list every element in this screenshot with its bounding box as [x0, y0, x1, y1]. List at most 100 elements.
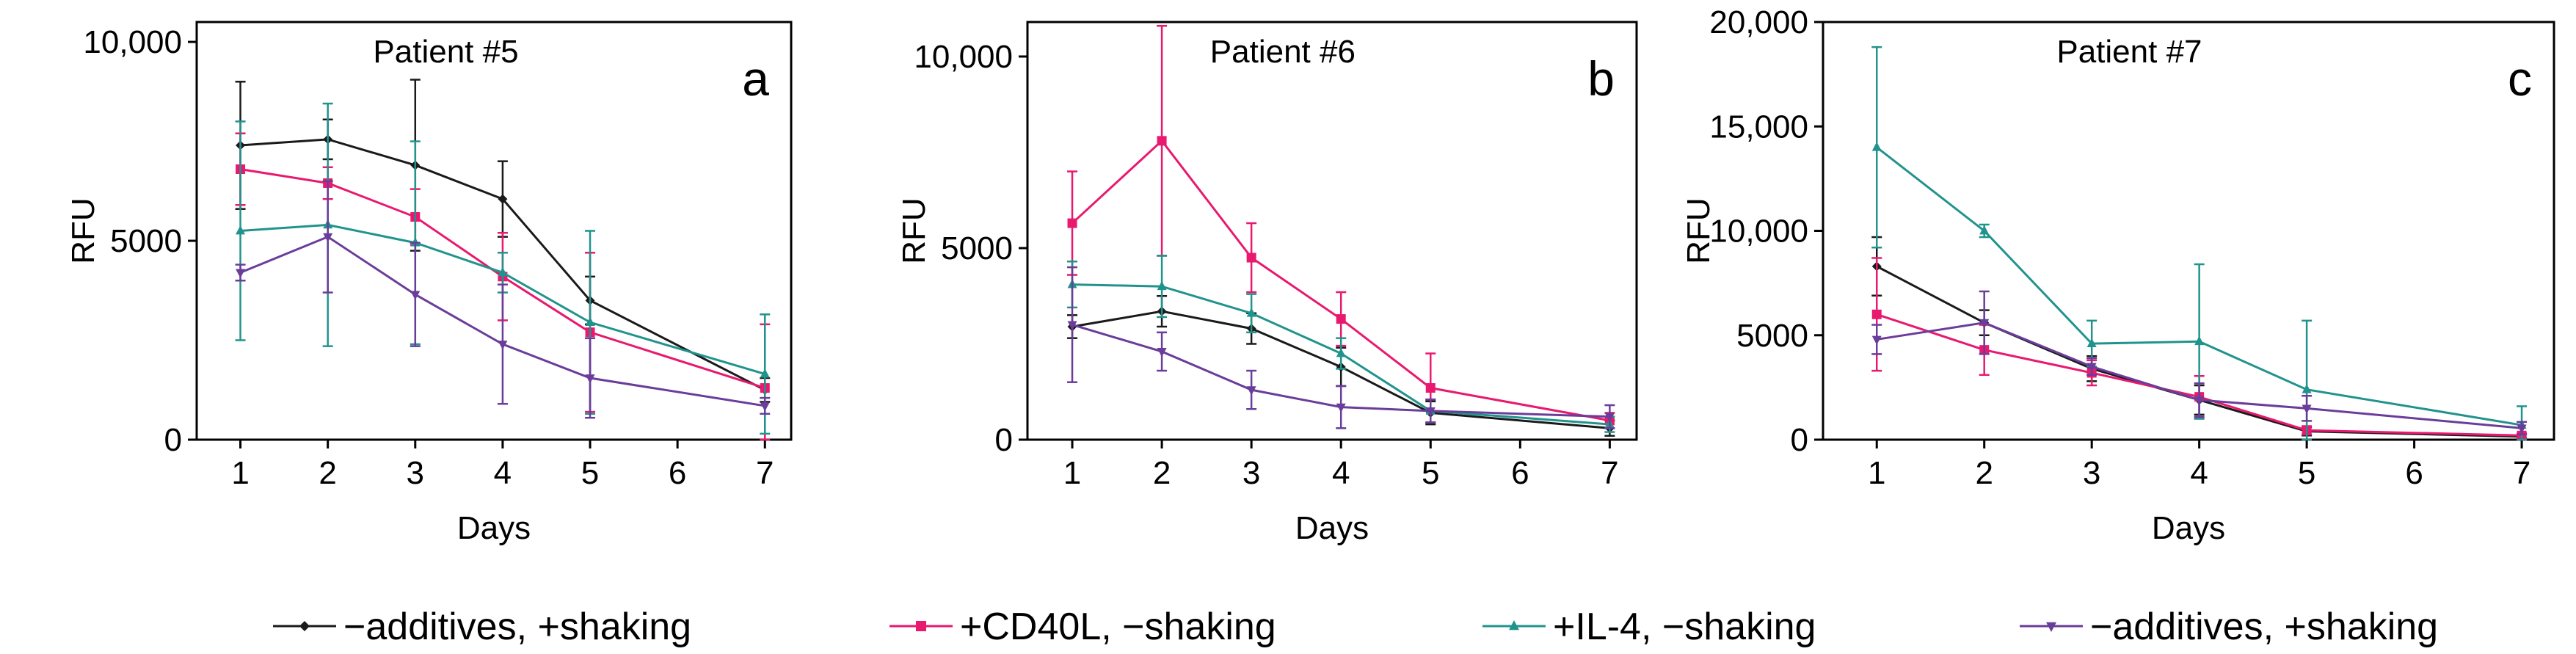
data-point [1246, 252, 1256, 263]
data-point [1425, 407, 1436, 417]
y-axis-title: RFU [896, 197, 932, 264]
series-2 [1067, 24, 1615, 429]
y-tick-label: 10,000 [1709, 214, 1808, 250]
panel-c: 0 5000 10,000 15,000 20,000 1 2 3 4 5 6 7 Days RFU Pat… [1681, 4, 2555, 546]
data-point [760, 402, 770, 412]
y-tick-label: 20,000 [1709, 4, 1808, 40]
panel-title: Patient #5 [373, 34, 518, 70]
data-point [585, 316, 595, 327]
series-line [1071, 283, 1610, 426]
x-tick-label: 3 [1242, 455, 1260, 491]
series-4 [1067, 266, 1615, 429]
series-line [240, 223, 765, 376]
y-tick-label: 5000 [1736, 318, 1808, 354]
data-point [1979, 225, 1990, 235]
panel-title: Patient #7 [2056, 34, 2202, 70]
legend-entry-3: +IL-4, −shaking [1482, 606, 1816, 648]
x-tick-label: 7 [756, 455, 774, 491]
y-tick-label: 15,000 [1709, 109, 1808, 145]
panel-a: 0 5000 10,000 1 2 3 4 5 6 7 Days RFU Patient #5 a [65, 21, 793, 546]
data-point [498, 341, 508, 350]
plot-frame [1822, 21, 2555, 441]
panel-letter: c [2508, 51, 2532, 106]
data-point [498, 194, 508, 204]
panel-letter: b [1587, 51, 1615, 106]
x-tick-label: 5 [2298, 455, 2315, 491]
x-tick-label: 6 [669, 455, 686, 491]
legend-marker-4 [2046, 622, 2056, 633]
data-point [2086, 338, 2097, 348]
plot-frame [195, 21, 793, 441]
x-tick-label: 6 [1511, 455, 1529, 491]
legend-label-4: −additives, +shaking [2090, 606, 2438, 648]
data-point [236, 225, 246, 235]
data-point [236, 269, 246, 278]
data-point [410, 237, 421, 247]
x-tick-label: 3 [2083, 455, 2100, 491]
x-tick-label: 4 [2190, 455, 2208, 491]
series-line [240, 138, 765, 391]
data-point [1157, 280, 1167, 291]
data-point [1336, 403, 1346, 413]
legend-marker-2 [916, 621, 926, 631]
data-point [1336, 314, 1346, 324]
panel-b: 0 5000 10,000 1 2 3 4 5 6 7 Days RFU Patient #6 b [896, 21, 1638, 546]
panel-letter: a [742, 51, 769, 106]
data-point [1604, 413, 1615, 423]
data-point [1246, 386, 1256, 396]
series-line [1071, 310, 1610, 429]
series-line [239, 235, 765, 407]
y-tick-label: 0 [995, 422, 1013, 458]
data-point [1157, 348, 1167, 357]
data-point [323, 233, 333, 243]
data-point [2302, 404, 2312, 414]
x-axis-title: Days [2152, 510, 2225, 546]
data-point [2086, 363, 2097, 372]
x-axis-title: Days [457, 510, 531, 546]
legend-entry-2: +CD40L, −shaking [889, 606, 1276, 648]
x-tick-label: 7 [2513, 455, 2530, 491]
x-tick-label: 5 [1422, 455, 1439, 491]
series-line [1876, 146, 2522, 426]
x-tick-label: 1 [1868, 455, 1885, 491]
series-line [1071, 139, 1610, 422]
legend-entry-4: −additives, +shaking [2020, 606, 2438, 648]
data-point [1979, 319, 1990, 329]
data-point [1067, 321, 1077, 330]
x-tick-label: 6 [2405, 455, 2423, 491]
chart-panels: 0 5000 10,000 1 2 3 4 5 6 7 Days RFU Patient #5 a 0 500… [65, 4, 2555, 546]
x-tick-label: 2 [1153, 455, 1171, 491]
x-tick-label: 5 [581, 455, 599, 491]
data-point [1871, 335, 1882, 345]
legend-marker-3 [1509, 620, 1519, 631]
legend: −additives, +shaking +CD40L, −shaking +I… [273, 606, 2438, 648]
data-point [1067, 218, 1077, 228]
legend-entry-1: −additives, +shaking [273, 606, 691, 648]
y-axis-title: RFU [1681, 197, 1717, 264]
data-point [498, 266, 508, 277]
series-4 [235, 180, 771, 419]
data-point [2302, 384, 2312, 393]
data-point [2194, 396, 2205, 406]
legend-marker-1 [299, 621, 310, 631]
data-point [1425, 383, 1436, 393]
x-tick-label: 1 [231, 455, 249, 491]
series-4 [1871, 290, 2528, 436]
x-tick-label: 2 [1975, 455, 1993, 491]
y-tick-label: 10,000 [914, 39, 1013, 75]
y-tick-label: 0 [1791, 422, 1808, 458]
series-line [240, 168, 765, 389]
series-line [1876, 313, 2522, 437]
data-point [410, 291, 421, 300]
x-tick-label: 3 [407, 455, 424, 491]
x-tick-label: 7 [1601, 455, 1618, 491]
x-axis-title: Days [1295, 510, 1369, 546]
legend-label-3: +IL-4, −shaking [1553, 606, 1816, 648]
y-tick-label: 5000 [941, 230, 1013, 266]
series-3 [1871, 46, 2528, 441]
data-point [1871, 142, 1882, 151]
data-point [1871, 309, 1882, 319]
plot-frame [1026, 21, 1638, 441]
data-point [1157, 136, 1167, 146]
